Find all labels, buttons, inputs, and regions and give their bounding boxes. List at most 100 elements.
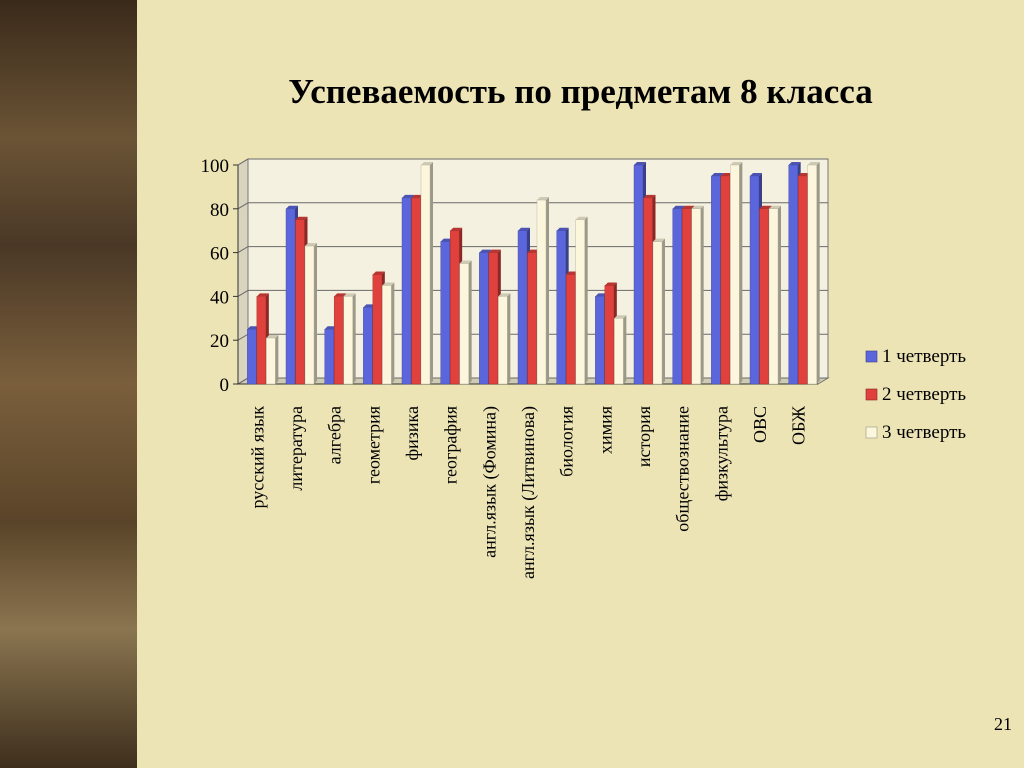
bar-front (536, 199, 547, 385)
bar-top (363, 304, 376, 308)
bar-front (440, 241, 450, 385)
y-tick-label: 20 (210, 331, 229, 352)
bar-front (556, 230, 566, 385)
plot-side-wall (237, 158, 249, 385)
bar-top (759, 205, 772, 209)
x-category-label: англ.язык (Фомина) (479, 406, 500, 558)
x-category-label: англ.язык (Литвинова) (518, 406, 539, 579)
bar-top (788, 162, 801, 165)
bar-front (691, 208, 701, 385)
bar-top (682, 205, 695, 209)
bar-front (652, 241, 663, 385)
bar-front (247, 329, 257, 385)
x-category-label: русский язык (247, 406, 267, 509)
slide-title: Успеваемость по предметам 8 класса (288, 72, 873, 111)
bar-front (807, 164, 817, 385)
bar-top (604, 282, 617, 286)
bar-side (662, 238, 665, 384)
bar-front (595, 296, 605, 385)
bar-front (643, 197, 653, 385)
bar-top (672, 205, 685, 209)
bar-top (566, 271, 579, 275)
bar-front (711, 175, 721, 385)
bar-side (739, 162, 743, 384)
bar (536, 197, 549, 385)
bar-front (420, 164, 431, 385)
bar-top (247, 326, 260, 330)
bar (691, 205, 704, 385)
x-category-label: ОБЖ (789, 405, 809, 445)
legend-swatch (865, 388, 878, 401)
bar-side (391, 282, 395, 384)
legend-label: 2 четверть (882, 384, 966, 405)
bar-front (759, 208, 769, 385)
bar-top (691, 205, 704, 209)
bar-front (333, 296, 344, 385)
bar-top (634, 162, 646, 165)
legend-entry: 2 четверть (865, 384, 966, 405)
bar-side (700, 205, 704, 384)
bar-top (440, 238, 453, 242)
bar-front (575, 219, 585, 385)
legend-entry: 1 четверть (865, 346, 966, 367)
bar-top (256, 293, 269, 297)
legend-entry: 3 четверть (865, 422, 966, 443)
bar-top (575, 216, 588, 220)
bar-front (614, 318, 624, 385)
bar-side (430, 162, 433, 384)
bar-front (749, 175, 760, 385)
bar-top (343, 293, 356, 297)
bar (304, 243, 317, 385)
bar-side (546, 197, 549, 384)
bar-top (769, 205, 781, 209)
x-category-label: физика (402, 406, 422, 461)
bar (768, 205, 781, 385)
bar-front (343, 296, 353, 385)
bar-front (295, 219, 305, 385)
y-tick-label: 40 (210, 287, 229, 308)
bar-top (382, 282, 395, 286)
bar-top (537, 197, 549, 201)
bar-top (730, 162, 743, 165)
bar-front (730, 164, 740, 385)
bar-side (623, 315, 627, 384)
bar-front (604, 285, 615, 385)
y-tick-label: 0 (220, 375, 230, 396)
bar-front (797, 175, 808, 385)
bar-top (266, 335, 279, 339)
bar-front (324, 329, 334, 385)
bar-top (711, 172, 724, 176)
bar-top (527, 249, 540, 253)
bar-front (382, 285, 392, 385)
bar-side (314, 243, 317, 384)
bar-side (352, 293, 356, 384)
bar-top (798, 172, 811, 176)
bar-front (672, 208, 682, 385)
bar-top (324, 326, 337, 330)
x-category-label: биология (557, 406, 577, 477)
x-category-label: алгебра (325, 406, 345, 464)
bar (807, 162, 820, 385)
bar (614, 315, 627, 385)
bar-front (363, 307, 373, 385)
bar-front (517, 230, 528, 385)
bar-top (459, 260, 472, 264)
bar-side (584, 216, 588, 384)
bar-front (459, 263, 469, 385)
bar-front (304, 245, 315, 385)
bar (498, 293, 511, 385)
bar-top (295, 216, 308, 220)
x-category-label: химия (595, 406, 615, 454)
x-category-label: геометрия (363, 406, 383, 484)
y-tick-label: 60 (210, 244, 229, 265)
bar-front (565, 274, 576, 385)
bar-top (479, 249, 492, 253)
bar-top (411, 194, 424, 198)
bar-top (334, 293, 347, 297)
bar-top (643, 194, 656, 198)
bar-front (411, 197, 421, 385)
x-category-label: литература (286, 406, 306, 491)
bar-front (681, 208, 692, 385)
bar-side (816, 162, 820, 384)
